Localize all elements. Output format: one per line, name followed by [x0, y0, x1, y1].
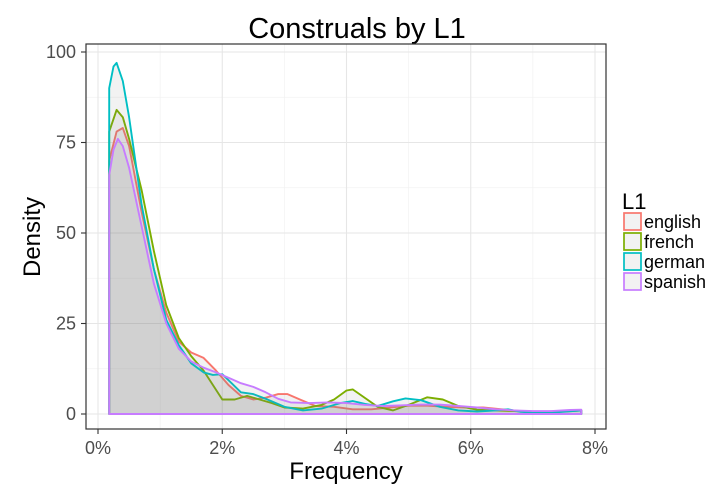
x-tick-label: 0% — [85, 438, 111, 458]
legend-label-english: english — [644, 212, 701, 232]
chart-title: Construals by L1 — [248, 13, 466, 45]
plot-area — [108, 61, 583, 415]
legend-key-german — [623, 252, 642, 271]
legend-label-german: german — [644, 252, 705, 272]
legend-title: L1 — [622, 189, 646, 214]
y-tick-label: 25 — [56, 314, 76, 334]
x-tick-label: 2% — [209, 438, 235, 458]
x-tick-label: 6% — [458, 438, 484, 458]
axes: 0% 2% 4% 6% 8% 0 25 50 75 100 — [46, 42, 608, 458]
x-tick-label: 4% — [333, 438, 359, 458]
legend-label-spanish: spanish — [644, 272, 706, 292]
y-tick-label: 100 — [46, 42, 76, 62]
y-tick-label: 50 — [56, 223, 76, 243]
legend-key-spanish — [623, 272, 642, 291]
legend-key-english — [623, 212, 642, 231]
legend-label-french: french — [644, 232, 694, 252]
x-tick-label: 8% — [582, 438, 608, 458]
legend-key-french — [623, 232, 642, 251]
y-axis-title: Density — [19, 197, 46, 277]
y-tick-label: 75 — [56, 133, 76, 153]
y-tick-label: 0 — [66, 404, 76, 424]
density-curve-spanish — [108, 137, 583, 415]
x-axis-title: Frequency — [289, 458, 402, 485]
